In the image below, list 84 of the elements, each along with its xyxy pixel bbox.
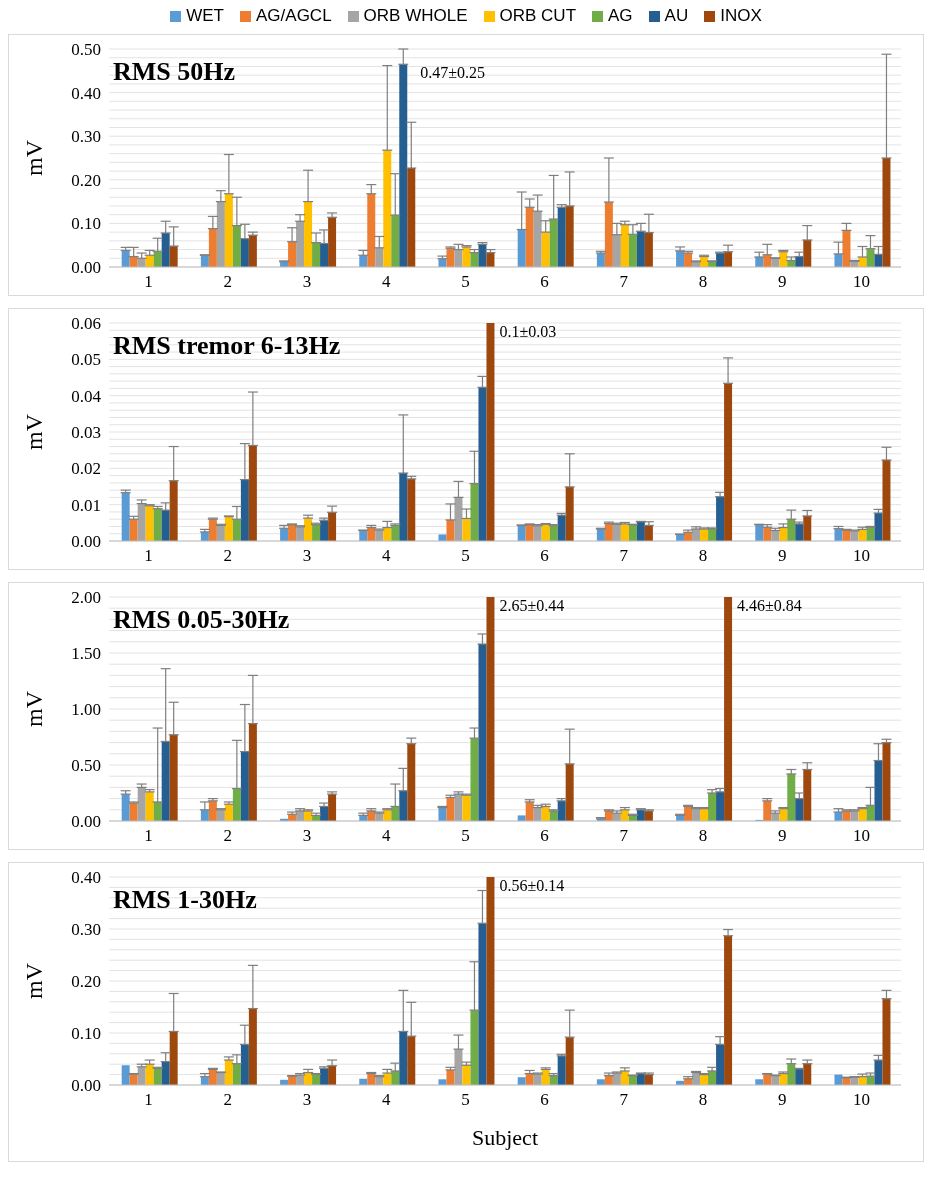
legend-label: ORB WHOLE (363, 6, 468, 26)
y-axis-title: mV (20, 413, 47, 450)
x-tick-label: 6 (540, 546, 549, 566)
x-tick-label: 2 (223, 546, 233, 566)
x-tick-label: 3 (302, 546, 312, 566)
y-tick-label: 0.50 (71, 756, 101, 776)
y-tick-label: 0.50 (71, 40, 101, 60)
annotation: 0.47±0.25 (420, 64, 485, 82)
legend-label: WET (186, 6, 225, 26)
y-tick-label: 2.00 (71, 588, 101, 608)
chart-title: RMS 0.05-30Hz (113, 605, 290, 635)
x-tick-label: 8 (698, 826, 708, 846)
y-tick-label: 0.10 (71, 214, 101, 234)
x-tick-label: 10 (852, 1090, 870, 1110)
x-tick-label: 2 (223, 272, 233, 292)
x-tick-label: 9 (777, 546, 787, 566)
x-tick-label: 4 (381, 826, 391, 846)
x-tick-label: 3 (302, 272, 312, 292)
y-tick-label: 0.30 (71, 127, 101, 147)
x-tick-label: 4 (381, 546, 391, 566)
legend-label: INOX (720, 6, 762, 26)
chart-title: RMS 50Hz (113, 57, 236, 87)
y-tick-label: 0.04 (71, 386, 102, 406)
y-tick-label: 0.00 (71, 532, 101, 552)
x-tick-label: 6 (540, 272, 549, 292)
x-tick-label: 9 (777, 272, 787, 292)
legend-label: AG/AGCL (256, 6, 332, 26)
x-tick-label: 10 (852, 826, 870, 846)
x-tick-label: 1 (144, 1090, 153, 1110)
x-tick-label: 9 (777, 826, 787, 846)
x-tick-label: 1 (144, 546, 153, 566)
annotation: 0.56±0.14 (499, 877, 565, 894)
x-axis-title: Subject (472, 1125, 538, 1150)
y-tick-label: 0.20 (71, 972, 101, 992)
y-tick-label: 1.50 (71, 644, 101, 664)
x-tick-label: 7 (619, 1090, 629, 1110)
x-tick-label: 2 (223, 1090, 233, 1110)
x-tick-label: 1 (144, 826, 153, 846)
y-tick-label: 0.03 (71, 423, 101, 443)
legend-label: AG (608, 6, 633, 26)
legend-label: ORB CUT (499, 6, 577, 26)
x-tick-label: 6 (540, 1090, 549, 1110)
x-tick-label: 8 (698, 1090, 708, 1110)
y-tick-label: 0.40 (71, 83, 101, 103)
y-tick-label: 0.00 (71, 1076, 101, 1096)
chart-title: RMS tremor 6-13Hz (113, 331, 341, 361)
y-axis-title: mV (20, 962, 47, 999)
annotation: 0.1±0.03 (499, 323, 557, 340)
chart-title: RMS 1-30Hz (113, 885, 257, 915)
x-tick-label: 5 (461, 272, 470, 292)
x-tick-label: 7 (619, 272, 629, 292)
x-tick-label: 3 (302, 1090, 312, 1110)
x-tick-label: 6 (540, 826, 549, 846)
x-tick-label: 5 (461, 1090, 470, 1110)
y-tick-label: 0.02 (71, 459, 101, 479)
y-axis-title: mV (20, 690, 47, 727)
y-tick-label: 0.00 (71, 258, 101, 278)
x-tick-label: 2 (223, 826, 233, 846)
x-tick-label: 7 (619, 546, 629, 566)
y-tick-label: 1.00 (71, 700, 101, 720)
annotation: 4.46±0.84 (737, 597, 802, 614)
legend-label: AU (664, 6, 689, 26)
x-tick-label: 4 (381, 272, 391, 292)
y-tick-label: 0.10 (71, 1024, 101, 1044)
x-tick-label: 9 (777, 1090, 787, 1110)
x-tick-label: 10 (852, 546, 870, 566)
y-tick-label: 0.00 (71, 812, 101, 832)
y-tick-label: 0.30 (71, 920, 101, 940)
y-tick-label: 0.20 (71, 170, 101, 190)
x-tick-label: 8 (698, 546, 708, 566)
x-tick-label: 10 (852, 272, 870, 292)
x-tick-label: 1 (144, 272, 153, 292)
annotation: 2.65±0.44 (499, 597, 565, 614)
x-tick-label: 4 (381, 1090, 391, 1110)
y-tick-label: 0.40 (71, 868, 101, 888)
x-tick-label: 8 (698, 272, 708, 292)
x-tick-label: 3 (302, 826, 312, 846)
y-tick-label: 0.06 (71, 314, 101, 334)
y-axis-title: mV (20, 139, 47, 176)
x-tick-label: 7 (619, 826, 629, 846)
x-tick-label: 5 (461, 546, 470, 566)
y-tick-label: 0.05 (71, 350, 101, 370)
y-tick-label: 0.01 (71, 495, 101, 515)
x-tick-label: 5 (461, 826, 470, 846)
